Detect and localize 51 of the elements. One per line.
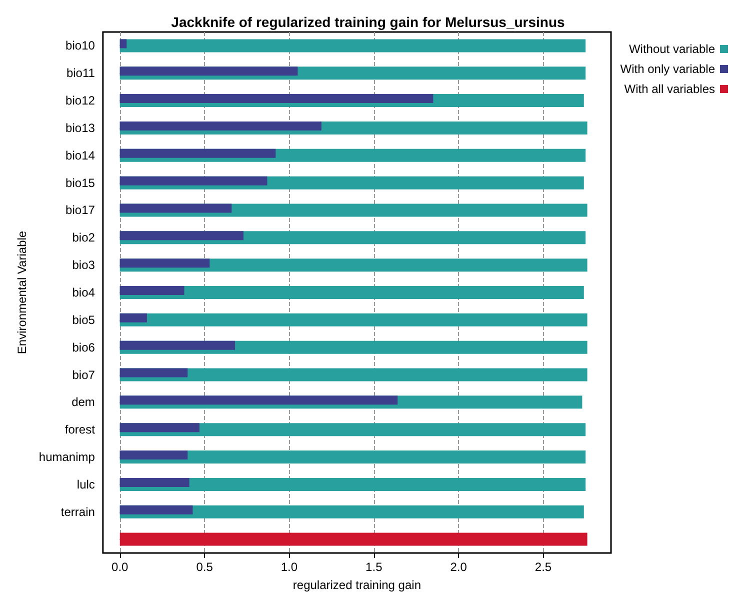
y-tick-label: terrain [60, 504, 95, 519]
bar [120, 39, 586, 52]
y-tick-label: bio4 [72, 286, 96, 300]
bar [120, 39, 127, 48]
x-tick-label: 2.0 [450, 560, 468, 574]
y-tick-label: bio15 [66, 176, 96, 190]
y-tick-label: lulc [76, 477, 95, 492]
y-tick-label: bio14 [66, 148, 96, 162]
bar [120, 121, 322, 130]
bar [120, 286, 184, 295]
bar [120, 450, 188, 460]
legend-label: With all variables [624, 82, 715, 96]
x-axis-title: regularized training gain [292, 578, 422, 592]
y-tick-label: humanimp [38, 450, 96, 464]
legend-label: Without variable [628, 42, 716, 56]
y-tick-label: bio11 [66, 66, 96, 80]
chart-title: Jackknife of regularized training gain for Melursus_ursinus [171, 14, 566, 30]
bar [120, 340, 236, 350]
bar [120, 231, 244, 240]
x-tick-label: 1.0 [280, 560, 298, 574]
y-tick-label: bio6 [72, 340, 96, 354]
y-axis-title: Environmental Variable [15, 230, 29, 354]
bar [120, 176, 268, 186]
x-tick-label: 2.5 [534, 560, 552, 574]
bar [120, 66, 298, 76]
legend-label: With only variable [620, 62, 716, 76]
y-tick-label: bio13 [66, 120, 96, 135]
y-tick-label: bio2 [72, 230, 96, 245]
bar [120, 148, 276, 158]
x-tick-label: 1.5 [366, 560, 383, 574]
bar [120, 423, 200, 432]
bar [120, 204, 232, 213]
bar [120, 94, 434, 104]
x-tick-label: 0.0 [112, 560, 129, 574]
y-tick-label: dem [72, 395, 95, 410]
bar [120, 313, 147, 322]
y-tick-label: bio3 [72, 258, 96, 272]
y-tick-label: bio7 [72, 368, 96, 382]
bar [120, 478, 190, 487]
y-tick-label: bio5 [72, 312, 96, 327]
bar [120, 368, 188, 378]
x-tick-label: 0.5 [196, 560, 214, 574]
y-tick-label: bio12 [66, 94, 96, 108]
y-tick-label: bio10 [66, 38, 96, 53]
bar [120, 313, 588, 326]
bar [120, 532, 588, 546]
y-tick-label: bio17 [66, 203, 96, 218]
bar [120, 258, 210, 268]
bar [120, 505, 193, 514]
bar [120, 396, 398, 405]
y-tick-label: forest [64, 422, 96, 437]
